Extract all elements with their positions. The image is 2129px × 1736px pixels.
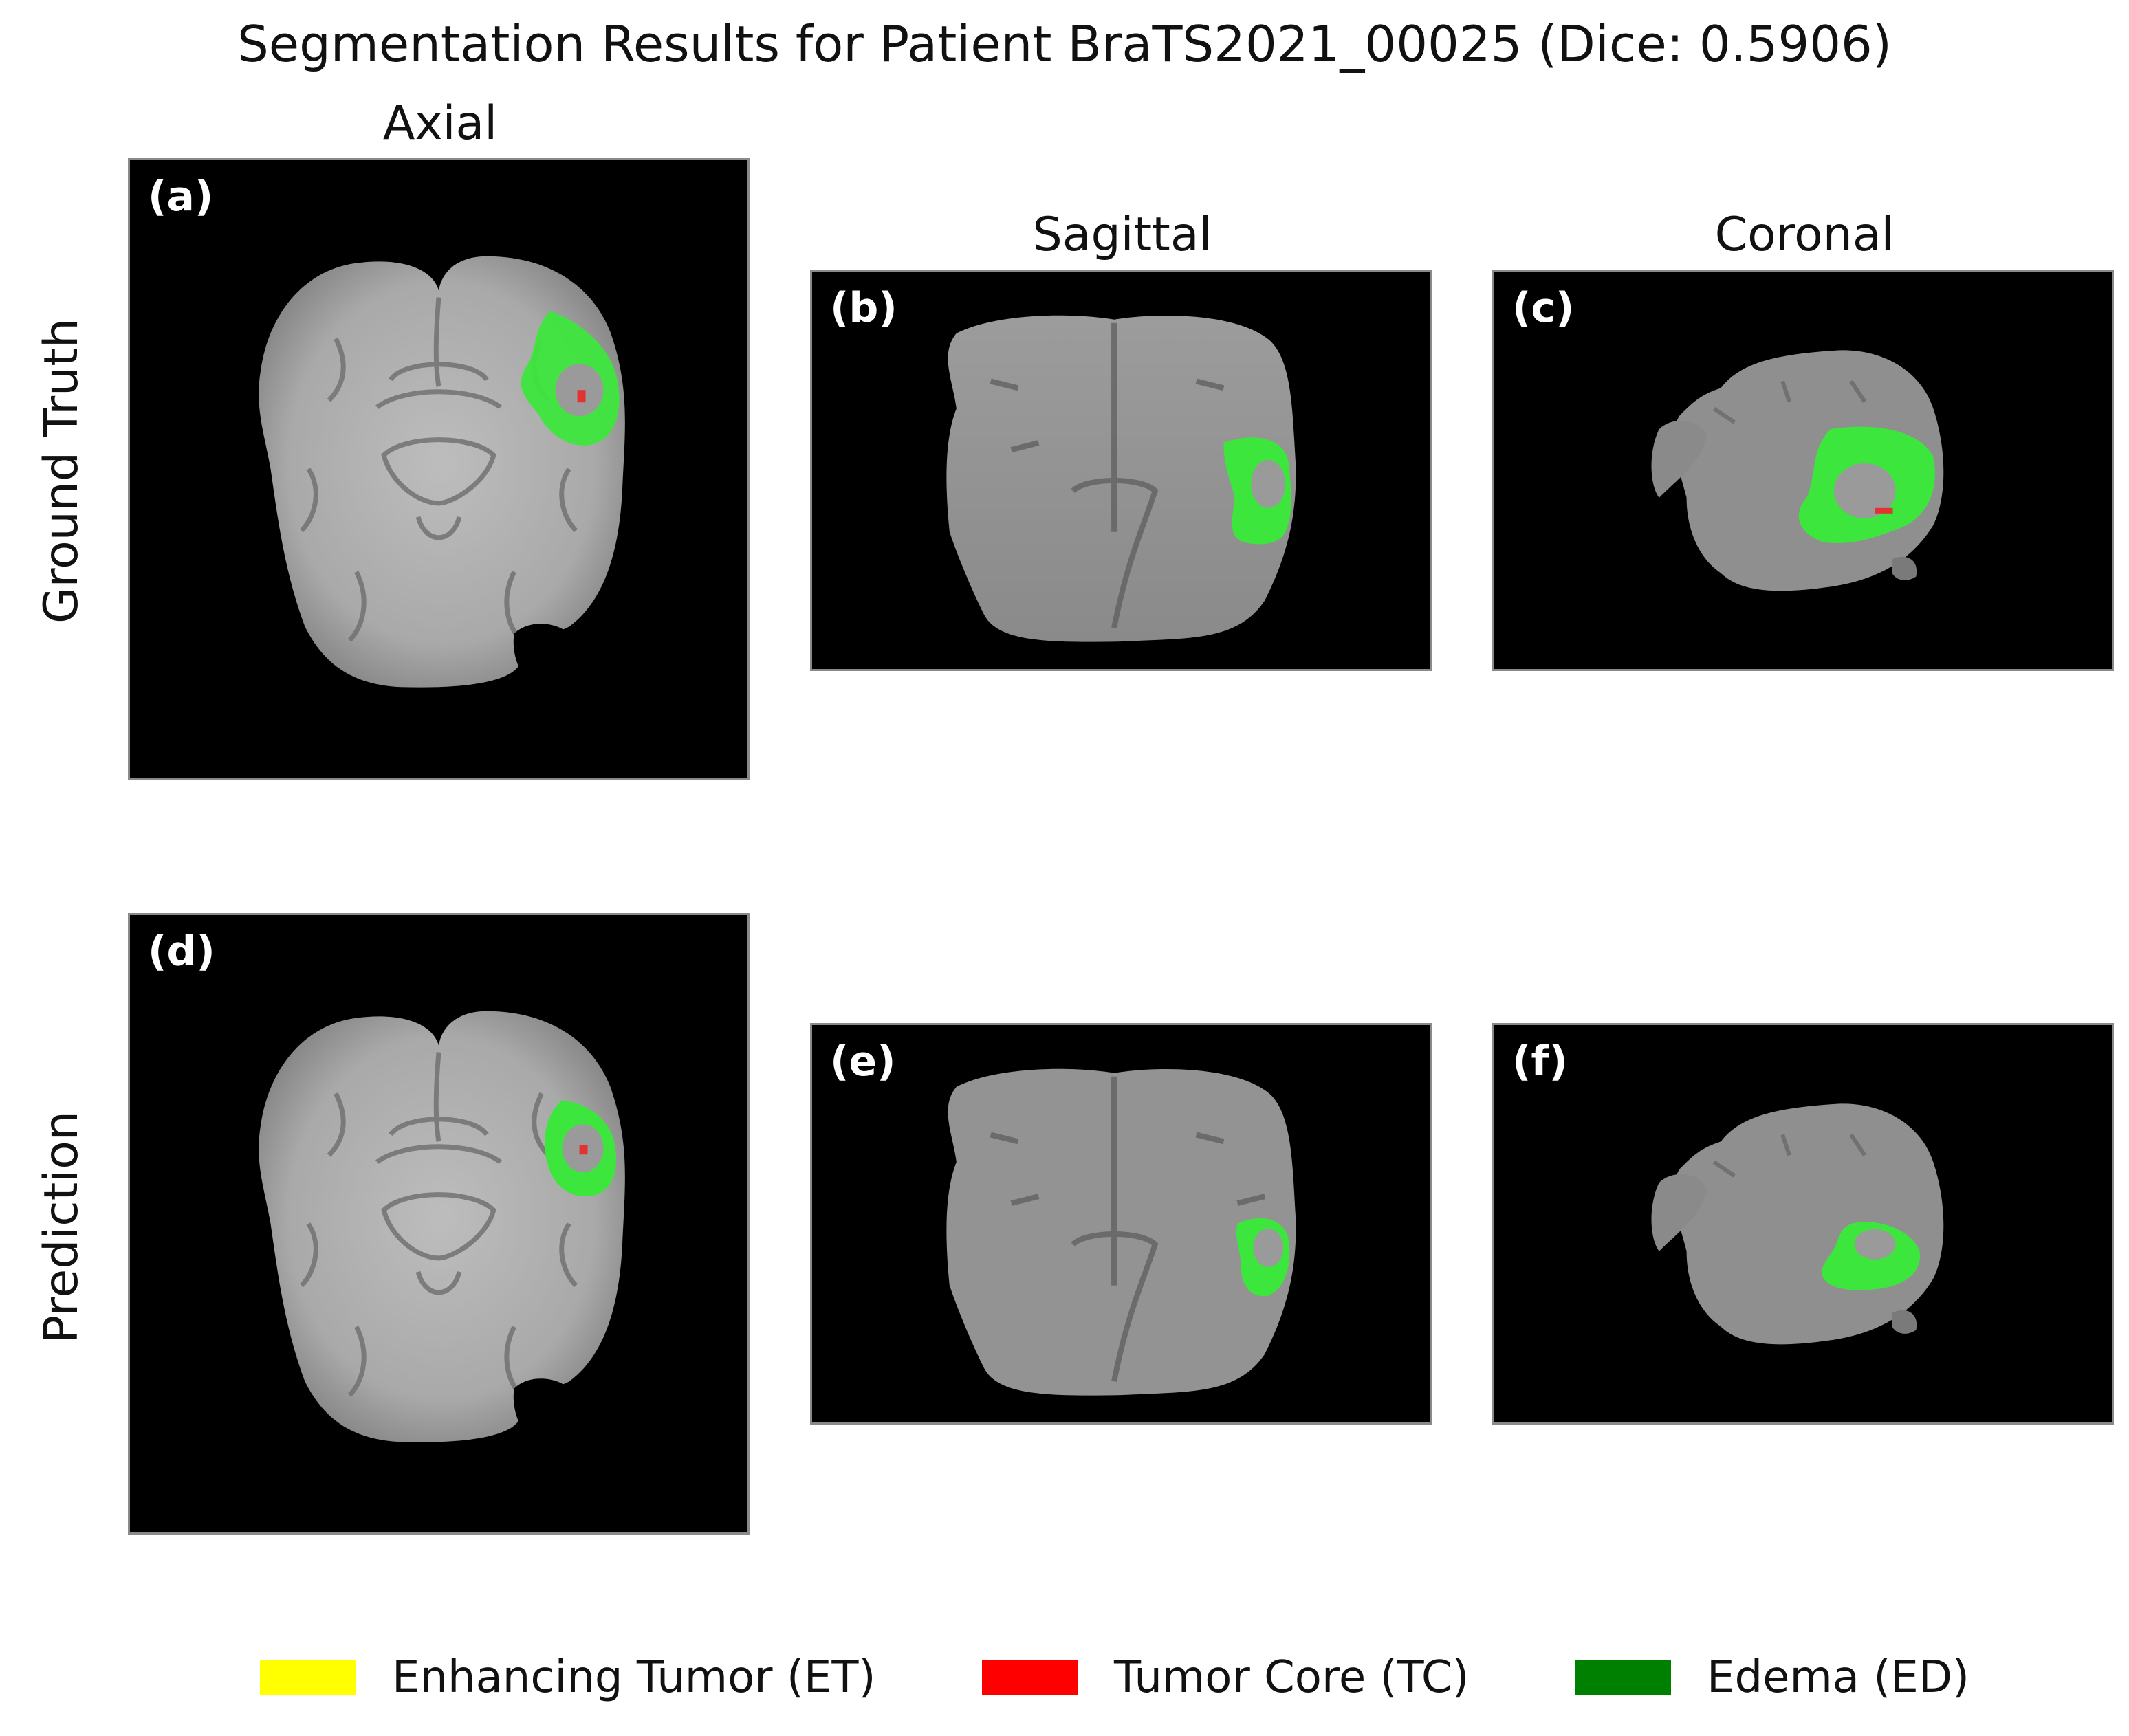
- legend-swatch-green: [1575, 1660, 1671, 1695]
- legend: Enhancing Tumor (ET) Tumor Core (TC) Ede…: [0, 1650, 2129, 1705]
- panel-label-a: (a): [148, 173, 214, 221]
- tumor-core-overlay: [579, 1145, 588, 1155]
- axial-brain-image: [259, 256, 625, 688]
- coronal-brain-image: [1651, 1103, 1944, 1345]
- sagittal-brain-image: [946, 315, 1296, 642]
- axial-brain-image: [259, 1011, 625, 1442]
- cut-out-region: [513, 624, 569, 682]
- column-title-sagittal: Sagittal: [1032, 208, 1212, 262]
- row-label-prediction: Prediction: [34, 1111, 89, 1343]
- panel-axial-ground-truth: (a): [128, 158, 750, 780]
- column-title-coronal: Coronal: [1714, 208, 1895, 262]
- row-label-ground-truth: Ground Truth: [34, 318, 89, 624]
- tumor-core-overlay: [577, 390, 586, 403]
- panel-axial-prediction: (d): [128, 913, 750, 1535]
- coronal-brain-image: [1651, 350, 1944, 591]
- legend-swatch-red: [982, 1660, 1078, 1695]
- panel-label-e: (e): [830, 1037, 896, 1086]
- brain-shape: [1674, 1103, 1944, 1345]
- panel-label-c: (c): [1512, 284, 1575, 332]
- column-title-axial: Axial: [382, 96, 498, 151]
- legend-label: Edema (ED): [1707, 1652, 1969, 1703]
- panel-coronal-prediction: (f): [1492, 1023, 2114, 1425]
- figure-title: Segmentation Results for Patient BraTS20…: [237, 15, 1892, 73]
- legend-item-enhancing-tumor: Enhancing Tumor (ET): [260, 1650, 875, 1705]
- panel-label-f: (f): [1512, 1037, 1568, 1086]
- legend-label: Tumor Core (TC): [1114, 1652, 1470, 1703]
- legend-item-edema: Edema (ED): [1575, 1650, 1969, 1705]
- cut-out-region: [513, 1378, 569, 1437]
- tumor-core-overlay: [1875, 507, 1893, 514]
- panel-sagittal-prediction: (e): [810, 1023, 1432, 1425]
- panel-coronal-ground-truth: (c): [1492, 270, 2114, 671]
- sagittal-brain-image: [946, 1068, 1296, 1396]
- legend-item-tumor-core: Tumor Core (TC): [982, 1650, 1470, 1705]
- panel-label-b: (b): [830, 284, 897, 332]
- panel-sagittal-ground-truth: (b): [810, 270, 1432, 671]
- legend-label: Enhancing Tumor (ET): [392, 1652, 876, 1703]
- panel-label-d: (d): [148, 927, 215, 976]
- legend-swatch-yellow: [260, 1660, 356, 1695]
